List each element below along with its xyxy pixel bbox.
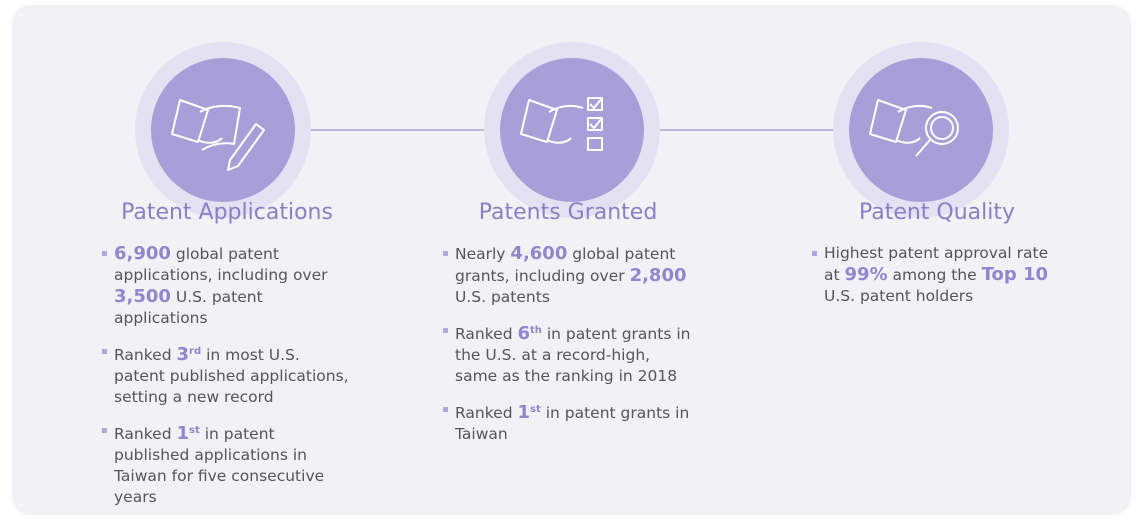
column: Patent Quality Highest patent approval r… [812,200,1062,319]
bullet: Ranked 1st in patent grants in Taiwan [443,399,693,445]
text: in most U.S. patent published applicatio… [114,346,349,407]
superscript: st [189,425,200,437]
column-title: Patent Quality [858,200,1016,225]
column: Patents Granted Nearly 4,600 global pate… [443,200,693,457]
bullet-list: 6,900 global patent applications, includ… [102,243,352,508]
text: Ranked [455,404,513,423]
text: Ranked [114,346,172,365]
text: in patent published applications in Taiw… [114,425,325,507]
bullet: Ranked 1st in patent published applicati… [102,420,352,508]
highlight: 3 [176,344,190,366]
column: Patent Applications 6,900 global patent … [102,200,352,520]
text: in patent grants in the U.S. at a record… [455,325,691,386]
highlight: 4,600 [510,243,568,264]
text: U.S. patent applications [114,288,263,327]
bullet-list: Nearly 4,600 global patent grants, inclu… [443,243,693,445]
highlight: 2,800 [629,265,687,286]
text: in patent grants in Taiwan [455,404,690,444]
superscript: th [530,325,542,336]
text: U.S. patent holders [824,287,974,305]
bullet-list: Highest patent approval rate at 99% amon… [812,243,1062,307]
text: Highest patent approval rate at [824,244,1049,284]
superscript: st [530,404,541,416]
highlight: 6 [517,323,531,345]
bullet: 6,900 global patent applications, includ… [102,243,352,329]
bullet: Ranked 3rd in most U.S. patent published… [102,341,352,408]
superscript: rd [189,346,202,357]
text: among the [892,266,977,284]
bullet: Highest patent approval rate at 99% amon… [812,243,1062,307]
icon-quality [833,42,1009,218]
column-title: Patent Applications [121,200,333,225]
text: Nearly [455,245,506,263]
highlight: 1 [517,402,531,424]
column-title: Patents Granted [478,200,658,225]
highlight: Top 10 [981,264,1049,285]
text: U.S. patents [455,288,550,306]
bullet: Ranked 6th in patent grants in the U.S. … [443,320,693,387]
text: global patent applications, including ov… [114,245,328,284]
icon-applications [135,42,311,218]
bullet: Nearly 4,600 global patent grants, inclu… [443,243,693,308]
text: Ranked [114,425,172,444]
icon-granted [484,42,660,218]
text: Ranked [455,325,513,344]
text: global patent grants, including over [455,245,676,285]
highlight: 1 [176,423,190,445]
highlight: 6,900 [114,243,171,264]
highlight: 99% [844,264,888,285]
highlight: 3,500 [114,286,171,307]
